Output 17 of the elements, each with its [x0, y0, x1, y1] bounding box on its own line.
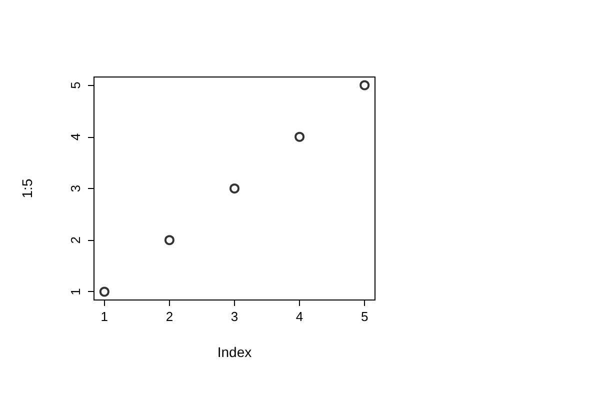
point	[360, 80, 370, 90]
y-tick-label: 2	[68, 236, 83, 244]
x-tick-label: 4	[296, 309, 304, 324]
y-axis-title: 1:5	[19, 178, 35, 198]
x-tick-label: 2	[166, 309, 174, 324]
x-axis-title: Index	[217, 344, 252, 360]
x-tick-label: 1	[100, 309, 108, 324]
point	[99, 286, 110, 297]
point	[164, 235, 174, 246]
y-tick-label: 3	[68, 184, 83, 192]
y-tick-label: 1	[68, 288, 83, 296]
x-tick-label: 3	[230, 309, 238, 324]
point	[230, 184, 240, 194]
x-tick-label: 5	[360, 309, 368, 324]
y-tick-label: 5	[68, 82, 83, 89]
point	[294, 132, 305, 142]
y-tick-label: 4	[68, 133, 83, 140]
